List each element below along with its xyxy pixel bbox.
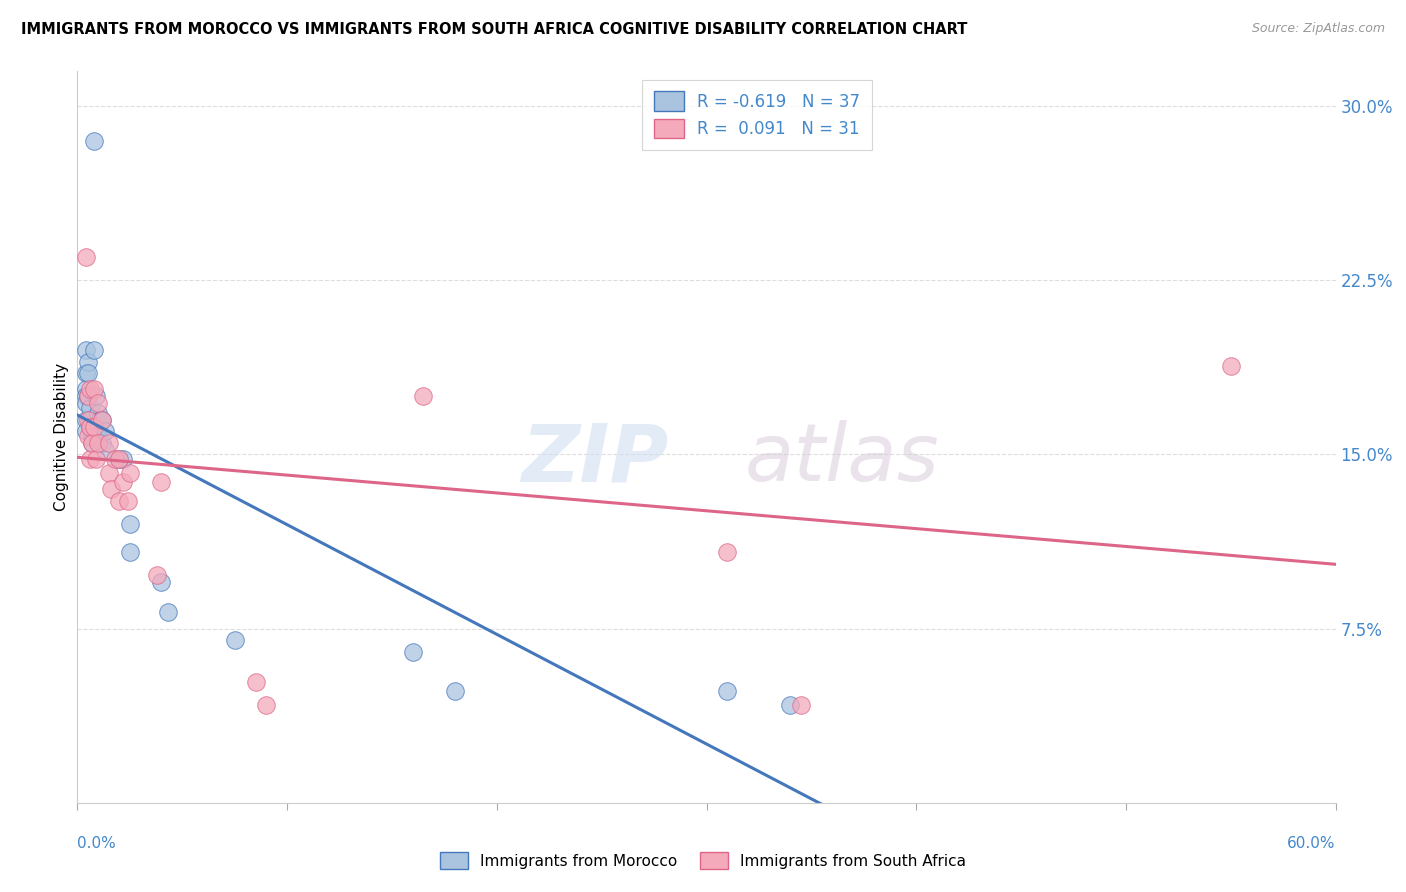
Point — [75, 412, 97, 426]
Point — [790, 698, 813, 713]
Point — [117, 494, 139, 508]
Point — [118, 545, 141, 559]
Point — [146, 568, 169, 582]
Point — [76, 389, 98, 403]
Point — [83, 419, 105, 434]
Point — [79, 412, 101, 426]
Point — [716, 684, 738, 698]
Point — [402, 645, 425, 659]
Point — [79, 419, 101, 434]
Point — [150, 575, 173, 590]
Point — [87, 436, 110, 450]
Point — [75, 396, 97, 410]
Point — [1219, 359, 1241, 374]
Point — [79, 383, 101, 397]
Y-axis label: Cognitive Disability: Cognitive Disability — [53, 363, 69, 511]
Point — [87, 429, 110, 443]
Point — [108, 452, 131, 467]
Point — [76, 429, 98, 443]
Point — [75, 424, 97, 438]
Point — [75, 250, 97, 264]
Point — [76, 354, 98, 368]
Text: 0.0%: 0.0% — [77, 836, 117, 851]
Point — [112, 475, 135, 490]
Point — [87, 406, 110, 420]
Text: ZIP: ZIP — [522, 420, 669, 498]
Point — [76, 366, 98, 380]
Point — [412, 389, 434, 403]
Point — [76, 389, 98, 403]
Point — [80, 436, 103, 450]
Point — [150, 475, 173, 490]
Point — [118, 466, 141, 480]
Point — [104, 452, 127, 467]
Text: atlas: atlas — [744, 420, 939, 498]
Point — [84, 452, 107, 467]
Point — [254, 698, 277, 713]
Point — [75, 383, 97, 397]
Text: 60.0%: 60.0% — [1288, 836, 1336, 851]
Point — [87, 419, 110, 434]
Point — [100, 483, 122, 497]
Point — [83, 343, 105, 357]
Point — [108, 452, 131, 467]
Point — [76, 412, 98, 426]
Point — [91, 412, 114, 426]
Point — [93, 442, 115, 457]
Point — [716, 545, 738, 559]
Point — [83, 383, 105, 397]
Point — [75, 343, 97, 357]
Point — [75, 366, 97, 380]
Legend: Immigrants from Morocco, Immigrants from South Africa: Immigrants from Morocco, Immigrants from… — [434, 846, 972, 875]
Point — [118, 517, 141, 532]
Legend: R = -0.619   N = 37, R =  0.091   N = 31: R = -0.619 N = 37, R = 0.091 N = 31 — [643, 79, 872, 150]
Point — [89, 412, 111, 426]
Point — [83, 134, 105, 148]
Point — [91, 436, 114, 450]
Point — [444, 684, 467, 698]
Point — [779, 698, 801, 713]
Point — [97, 466, 120, 480]
Point — [112, 452, 135, 467]
Point — [91, 412, 114, 426]
Point — [80, 429, 103, 443]
Point — [75, 389, 97, 403]
Point — [245, 675, 267, 690]
Point — [108, 494, 131, 508]
Point — [97, 436, 120, 450]
Point — [80, 436, 103, 450]
Point — [79, 452, 101, 467]
Point — [224, 633, 246, 648]
Point — [156, 606, 179, 620]
Point — [93, 424, 115, 438]
Point — [87, 396, 110, 410]
Point — [84, 389, 107, 403]
Point — [79, 401, 101, 415]
Text: IMMIGRANTS FROM MOROCCO VS IMMIGRANTS FROM SOUTH AFRICA COGNITIVE DISABILITY COR: IMMIGRANTS FROM MOROCCO VS IMMIGRANTS FR… — [21, 22, 967, 37]
Text: Source: ZipAtlas.com: Source: ZipAtlas.com — [1251, 22, 1385, 36]
Point — [79, 419, 101, 434]
